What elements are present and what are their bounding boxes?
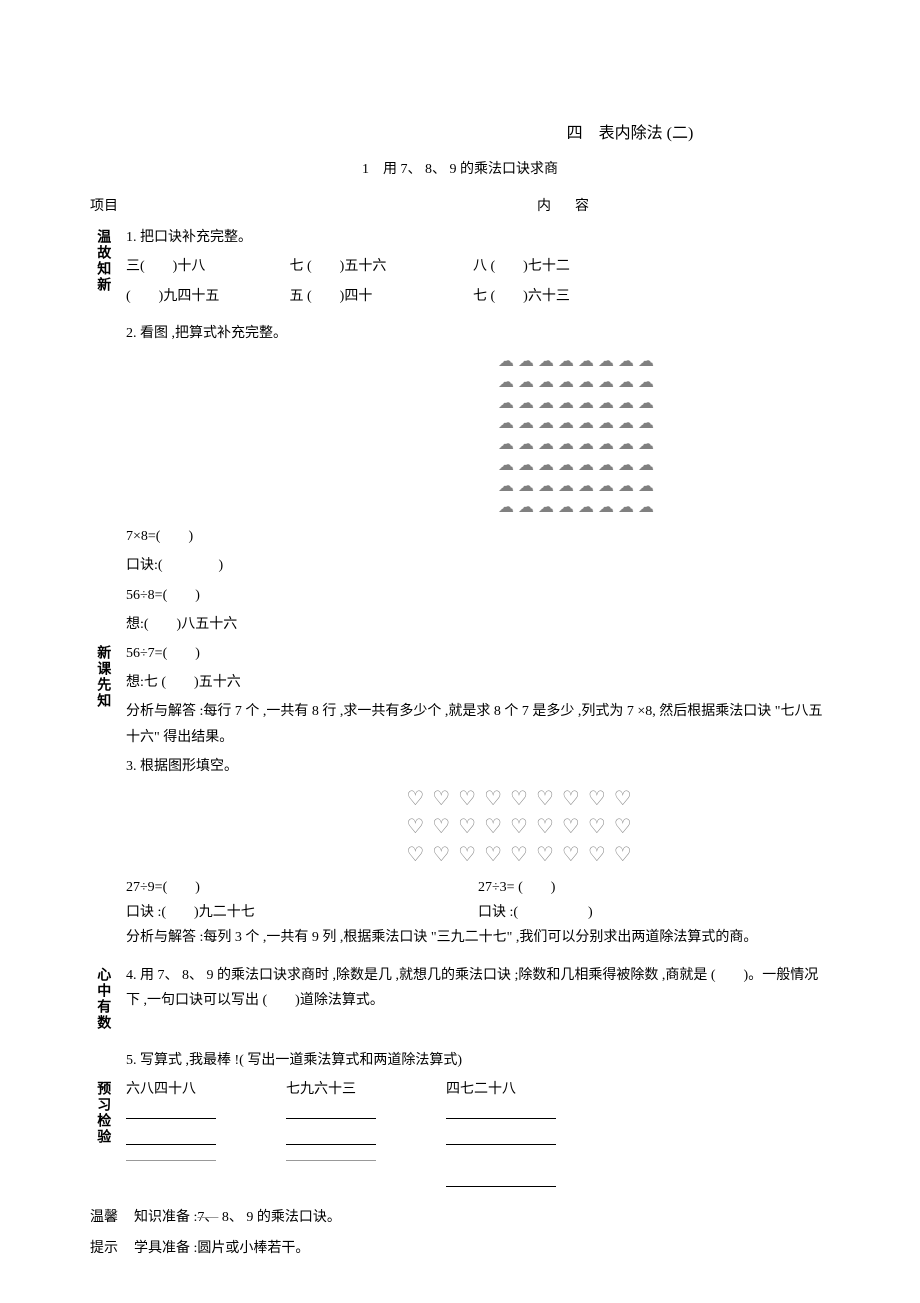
q2-l1: 7×8=( ) [126, 524, 830, 549]
q3-title: 3. 根据图形填空。 [126, 754, 830, 779]
q3-left-kou: 口诀 :( )九二十七 [126, 900, 478, 925]
q2-l6: 想:七 ( )五十六 [126, 670, 830, 695]
header-content: 内容 [140, 194, 830, 219]
q5-title: 5. 写算式 ,我最棒 !( 写出一道乘法算式和两道除法算式) [126, 1048, 830, 1073]
q5-blanks-row1 [126, 1102, 830, 1128]
q2-l5: 56÷7=( ) [126, 641, 830, 666]
blank-line[interactable] [126, 1128, 216, 1145]
section1-label: 温故知新 [90, 229, 115, 293]
q3-right-eq: 27÷3= ( ) [478, 875, 830, 900]
blank-line[interactable] [286, 1102, 376, 1119]
q5-blanks-row3 [126, 1156, 830, 1196]
q4-text: 4. 用 7、 8、 9 的乘法口诀求商时 ,除数是几 ,就想几的乘法口诀 ;除… [126, 963, 830, 1013]
section3-label: 心中有数 [90, 967, 115, 1031]
blank-line[interactable] [286, 1160, 376, 1161]
footer-warm: 温馨 [90, 1205, 134, 1230]
cloud-grid: ☁☁☁☁☁☁☁☁☁☁☁☁☁☁☁☁☁☁☁☁☁☁☁☁☁☁☁☁☁☁☁☁☁☁☁☁☁☁☁☁… [126, 352, 830, 518]
blank-line[interactable] [286, 1128, 376, 1145]
blank-line[interactable] [446, 1128, 556, 1145]
q2-l3: 56÷8=( ) [126, 583, 830, 608]
q2-title: 2. 看图 ,把算式补充完整。 [126, 321, 830, 346]
footer-knowledge: 知识准备 :7、 8、 9 的乘法口诀。 [134, 1205, 341, 1230]
q2-l4: 想:( )八五十六 [126, 612, 830, 637]
q1-row2: ( )九四十五 五 ( )四十 七 ( )六十三 [126, 284, 830, 309]
footer-tools: 学具准备 :圆片或小棒若干。 [134, 1236, 309, 1261]
q3-analysis: 分析与解答 :每列 3 个 ,一共有 9 列 ,根据乘法口诀 "三九二十七" ,… [126, 925, 830, 950]
q3-right-kou: 口诀 :( ) [478, 900, 830, 925]
blank-line[interactable] [446, 1102, 556, 1119]
section4-label: 预习检验 [90, 1081, 115, 1145]
q1-row1: 三( )十八 七 ( )五十六 八 ( )七十二 [126, 254, 830, 279]
section2-label: 新课先知 [90, 645, 115, 709]
chapter-title: 四 表内除法 (二) [90, 120, 830, 149]
q2-analysis: 分析与解答 :每行 7 个 ,一共有 8 行 ,求一共有多少个 ,就是求 8 个… [126, 699, 830, 749]
header-item: 项目 [90, 194, 140, 219]
q5-blanks-row2 [126, 1128, 830, 1154]
q2-l2: 口诀:( ) [126, 553, 830, 578]
blank-line[interactable] [446, 1170, 556, 1187]
footer-tip: 提示 [90, 1236, 134, 1261]
q1-title: 1. 把口诀补充完整。 [126, 225, 830, 250]
blank-line[interactable] [126, 1160, 216, 1161]
section-subtitle: 1 用 7、 8、 9 的乘法口诀求商 [90, 157, 830, 182]
blank-line[interactable] [126, 1102, 216, 1119]
heart-grid: ♡♡♡♡♡♡♡♡♡♡♡♡♡♡♡♡♡♡♡♡♡♡♡♡♡♡♡ [126, 785, 830, 869]
q5-headers: 六八四十八 七九六十三 四七二十八 [126, 1077, 830, 1102]
q3-left-eq: 27÷9=( ) [126, 875, 478, 900]
